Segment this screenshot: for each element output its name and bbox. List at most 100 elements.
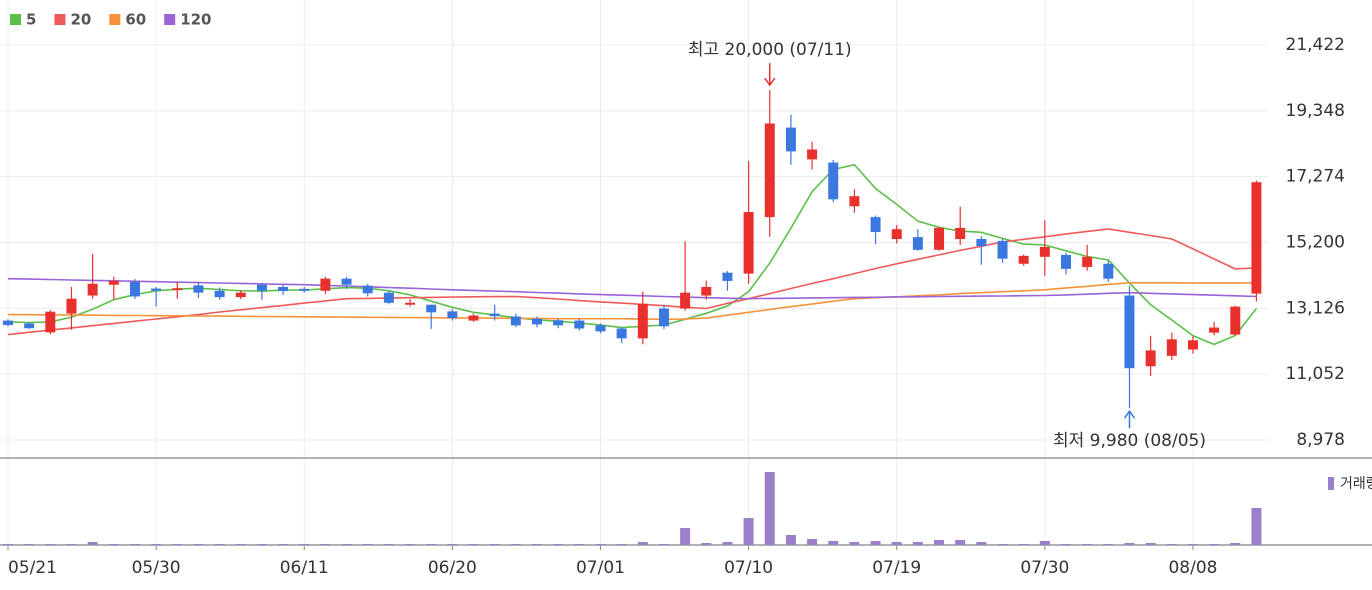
candle-body <box>955 227 966 240</box>
candle-body <box>256 284 267 291</box>
volume-bar <box>214 544 225 545</box>
candle-body <box>426 304 437 313</box>
volume-bar <box>616 544 627 545</box>
candle-body <box>1209 327 1220 333</box>
volume-bar <box>1103 544 1114 545</box>
legend-swatch <box>109 14 121 25</box>
candle-body <box>341 278 352 285</box>
candle-body <box>1251 182 1262 294</box>
volume-bar <box>1166 544 1177 545</box>
candle-body <box>637 303 648 339</box>
x-tick-label: 07/30 <box>1020 558 1069 578</box>
volume-bar <box>1209 544 1220 545</box>
candle-body <box>447 311 458 319</box>
legend-label: 120 <box>180 11 211 29</box>
candle-body <box>193 285 204 293</box>
candle-body <box>3 320 13 326</box>
volume-bar <box>997 544 1008 545</box>
volume-bar <box>976 542 987 545</box>
candle-body <box>129 281 140 297</box>
candle-body <box>1230 306 1241 335</box>
candle-body <box>532 318 542 325</box>
volume-bar <box>743 518 754 545</box>
volume-bar <box>468 544 479 545</box>
y-tick-label: 13,126 <box>1286 298 1345 318</box>
candle-body <box>701 286 712 296</box>
y-tick-label: 15,200 <box>1286 233 1345 253</box>
volume-bar <box>510 544 521 545</box>
volume-bar <box>1124 543 1135 545</box>
legend-swatch <box>164 14 176 25</box>
candle-body <box>362 285 373 294</box>
candle-body <box>595 325 606 332</box>
candle-body <box>658 308 669 327</box>
candle-body <box>299 288 310 291</box>
volume-bar <box>1251 508 1262 545</box>
candle-body <box>870 217 881 233</box>
x-tick-label: 05/21 <box>8 558 57 578</box>
volume-bar <box>87 542 98 545</box>
legend-swatch <box>10 14 21 25</box>
candle-body <box>722 272 733 281</box>
volume-bar <box>785 535 796 545</box>
annotation-arrowhead <box>1123 409 1136 419</box>
candle-body <box>45 311 56 333</box>
candle-body <box>997 240 1008 259</box>
legend-label: 60 <box>125 11 146 29</box>
y-tick-label: 17,274 <box>1286 167 1345 187</box>
y-tick-label: 11,052 <box>1286 364 1345 384</box>
annotation-high: 최고 20,000 (07/11) <box>688 40 852 60</box>
candle-body <box>912 237 923 250</box>
volume-bar <box>405 544 416 545</box>
x-tick-label: 05/30 <box>132 558 181 578</box>
moving-average-line <box>7 228 1257 336</box>
candle-body <box>976 239 987 246</box>
volume-bar <box>807 539 818 545</box>
volume-bar <box>24 544 35 545</box>
candle-body <box>553 320 564 326</box>
volume-bar <box>891 542 902 545</box>
volume-bar <box>574 544 585 545</box>
volume-bar <box>278 544 289 545</box>
x-tick-label: 07/19 <box>872 558 921 578</box>
candle-body <box>510 316 521 326</box>
volume-legend-swatch <box>1328 477 1334 490</box>
candle-body <box>405 302 416 305</box>
volume-bar <box>3 544 13 545</box>
volume-bar <box>172 544 183 545</box>
candle-body <box>1018 255 1029 264</box>
volume-bar <box>553 544 564 545</box>
candle-body <box>1166 339 1177 356</box>
legend-swatch <box>54 14 66 25</box>
volume-bar <box>701 543 712 545</box>
volume-bar <box>362 544 373 545</box>
candle-body <box>1124 295 1135 369</box>
volume-bar <box>1082 544 1093 545</box>
candle-body <box>1103 263 1114 279</box>
x-tick-label: 06/20 <box>428 558 477 578</box>
x-tick-label: 08/08 <box>1168 558 1217 578</box>
candle-body <box>616 328 627 339</box>
volume-bar <box>341 544 352 545</box>
volume-bar <box>489 544 500 545</box>
x-tick-label: 06/11 <box>280 558 329 578</box>
candle-body <box>235 292 246 298</box>
volume-bar <box>151 544 162 545</box>
volume-bar <box>320 544 331 545</box>
annotation-low: 최저 9,980 (08/05) <box>1053 431 1206 451</box>
candle-body <box>151 288 162 291</box>
candle-body <box>468 315 479 321</box>
moving-average-line <box>7 277 1257 300</box>
candle-body <box>1145 350 1156 367</box>
candle-body <box>108 280 119 285</box>
candle-body <box>1039 246 1050 257</box>
volume-legend-label: 거래량 <box>1340 476 1372 492</box>
volume-bar <box>532 544 542 545</box>
volume-bar <box>193 544 204 545</box>
volume-bar <box>934 540 945 545</box>
candle-body <box>320 278 331 291</box>
volume-bar <box>680 528 691 545</box>
candle-body <box>849 196 860 207</box>
candle-body <box>891 229 902 240</box>
